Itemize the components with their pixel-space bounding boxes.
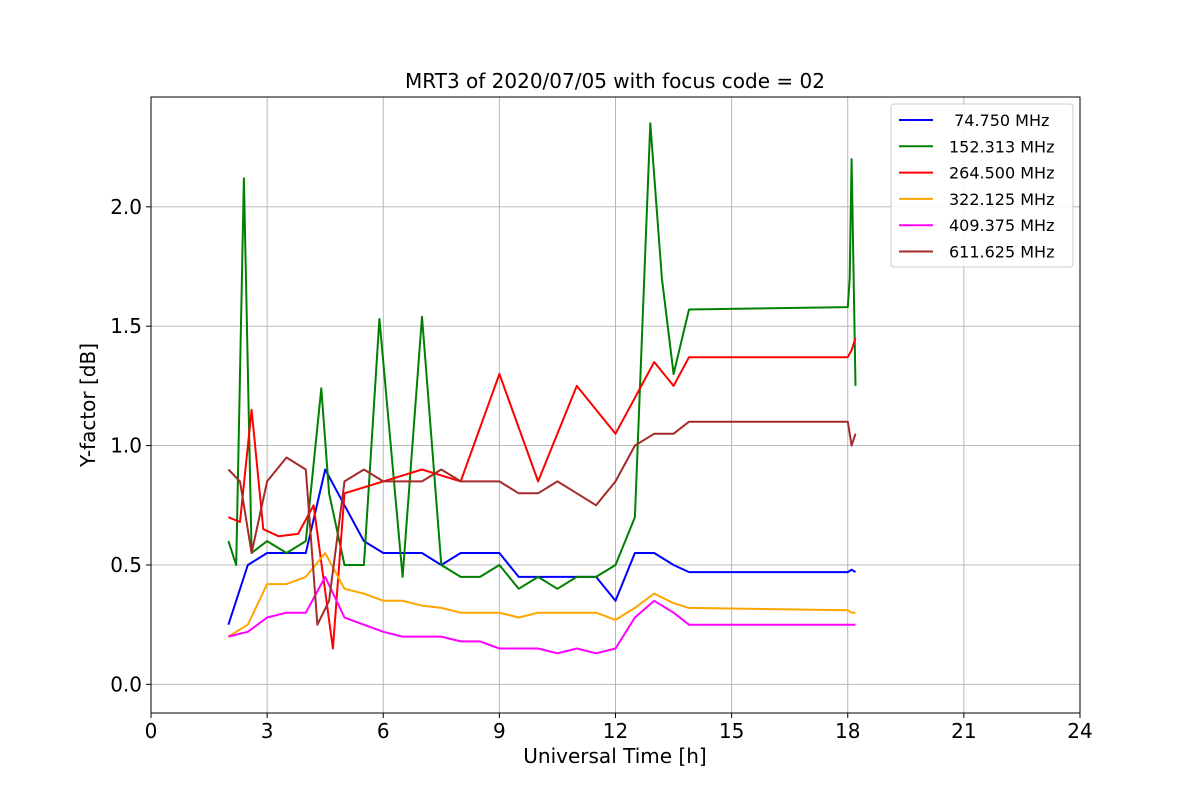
series-line-0 (227, 468, 857, 626)
y-tick-label: 1.0 (110, 434, 142, 458)
x-axis: 0 3 6 9 12 15 18 21 24 (145, 713, 1093, 743)
x-tick-label: 15 (719, 719, 744, 743)
x-tick-label: 21 (951, 719, 976, 743)
series-line-5 (227, 420, 857, 626)
x-tick-label: 6 (377, 719, 390, 743)
legend-label: 322.125 MHz (949, 190, 1054, 209)
legend-box (890, 103, 1074, 268)
legend-label: 611.625 MHz (949, 243, 1054, 262)
x-tick-label: 18 (835, 719, 860, 743)
legend-label: 152.313 MHz (949, 137, 1054, 156)
x-axis-label: Universal Time [h] (523, 744, 706, 768)
legend-label: 74.750 MHz (949, 111, 1049, 130)
x-tick-label: 12 (603, 719, 628, 743)
y-tick-label: 0.5 (110, 553, 142, 577)
chart-title: MRT3 of 2020/07/05 with focus code = 02 (405, 69, 825, 93)
legend-label: 264.500 MHz (949, 164, 1054, 183)
x-tick-label: 3 (261, 719, 274, 743)
y-tick-label: 1.5 (110, 314, 142, 338)
series-group (227, 122, 857, 655)
y-tick-label: 2.0 (110, 195, 142, 219)
legend: 74.750 MHz 152.313 MHz 264.500 MHz 322.125 … (890, 103, 1074, 268)
x-tick-label: 9 (493, 719, 506, 743)
y-axis: 0.0 0.5 1.0 1.5 2.0 (110, 195, 151, 696)
series-line-3 (227, 552, 856, 638)
x-tick-label: 24 (1067, 719, 1092, 743)
y-tick-label: 0.0 (110, 672, 142, 696)
x-tick-label: 0 (145, 719, 158, 743)
y-axis-label: Y-factor [dB] (76, 343, 100, 468)
legend-label: 409.375 MHz (949, 216, 1054, 235)
series-line-1 (227, 122, 857, 590)
